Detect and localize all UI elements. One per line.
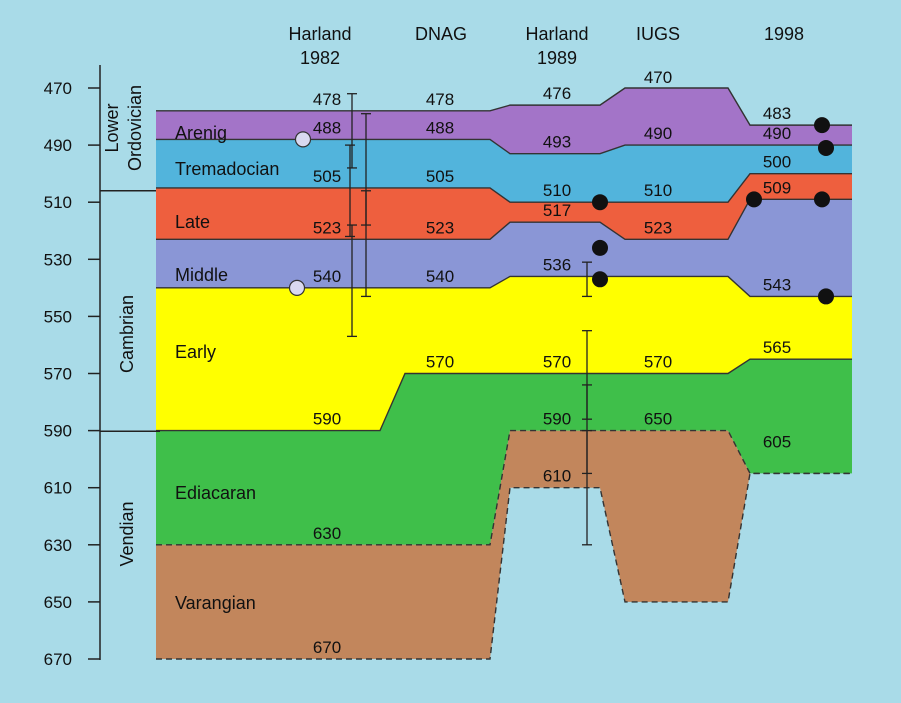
value-label-harland-1982-0: 478	[313, 90, 341, 109]
y-tick-label-550: 550	[44, 307, 72, 326]
value-label-iugs-0: 470	[644, 68, 672, 87]
value-label-iugs-5: 650	[644, 410, 672, 429]
value-label-1998-6: 605	[763, 432, 791, 451]
column-header-harland-1989-line2: 1989	[537, 48, 577, 68]
division-lower-ordovician-line2: Ordovician	[125, 85, 145, 171]
boundary-line-5	[156, 358, 852, 432]
value-label-1998-4: 543	[763, 275, 791, 294]
column-header-dnag: DNAG	[415, 24, 467, 44]
stage-label-arenig: Arenig	[175, 123, 227, 143]
open-point-0	[294, 131, 312, 148]
value-label-1998-3: 509	[763, 178, 791, 197]
value-label-1998-0: 483	[763, 104, 791, 123]
filled-point-harland-1989-0	[592, 194, 608, 211]
value-label-1998-2: 500	[763, 153, 791, 172]
filled-point-harland-1989-2	[592, 271, 608, 288]
value-label-harland-1989-0: 476	[543, 84, 571, 103]
value-label-harland-1989-4: 536	[543, 255, 571, 274]
value-label-harland-1982-7: 670	[313, 638, 341, 657]
value-label-harland-1982-1: 488	[313, 118, 341, 137]
value-label-dnag-0: 478	[426, 90, 454, 109]
y-tick-label-610: 610	[44, 479, 72, 498]
value-label-dnag-2: 505	[426, 167, 454, 186]
band-early	[156, 276, 852, 431]
boundary-line-0	[156, 87, 852, 126]
band-arenig	[156, 88, 852, 154]
filled-point-harland-1989-1	[592, 239, 608, 256]
column-header-harland-1989-line1: Harland	[525, 24, 588, 44]
value-label-harland-1989-3: 517	[543, 201, 571, 220]
filled-point-1998-1	[818, 139, 834, 156]
stage-label-varangian: Varangian	[175, 593, 256, 613]
stage-label-tremadocian: Tremadocian	[175, 159, 279, 179]
stage-label-ediacaran: Ediacaran	[175, 483, 256, 503]
column-header-harland-1982-line2: 1982	[300, 48, 340, 68]
boundary-line-7	[156, 472, 852, 660]
stage-label-middle: Middle	[175, 265, 228, 285]
band-late	[156, 173, 852, 240]
value-label-1998-5: 565	[763, 338, 791, 357]
y-tick-label-510: 510	[44, 193, 72, 212]
column-header-iugs: IUGS	[636, 24, 680, 44]
boundary-line-4	[156, 275, 852, 298]
filled-point-1998-2	[746, 191, 762, 208]
value-label-harland-1982-2: 505	[313, 167, 341, 186]
value-label-iugs-2: 510	[644, 181, 672, 200]
y-tick-label-630: 630	[44, 536, 72, 555]
value-label-harland-1982-3: 523	[313, 218, 341, 237]
column-header-1998: 1998	[764, 24, 804, 44]
division-vendian: Vendian	[117, 501, 137, 566]
y-tick-label-650: 650	[44, 593, 72, 612]
stage-label-early: Early	[175, 342, 216, 362]
filled-point-1998-3	[814, 191, 830, 208]
y-tick-label-590: 590	[44, 422, 72, 441]
open-point-1	[288, 279, 306, 296]
filled-point-1998-0	[814, 117, 830, 134]
value-label-1998-1: 490	[763, 124, 791, 143]
value-label-harland-1989-6: 590	[543, 410, 571, 429]
y-tick-label-470: 470	[44, 79, 72, 98]
value-label-dnag-3: 523	[426, 218, 454, 237]
boundary-line-3	[156, 198, 852, 241]
y-tick-label-570: 570	[44, 365, 72, 384]
value-label-iugs-3: 523	[644, 218, 672, 237]
value-label-harland-1982-5: 590	[313, 410, 341, 429]
division-cambrian: Cambrian	[117, 295, 137, 373]
value-label-harland-1982-4: 540	[313, 267, 341, 286]
band-middle	[156, 199, 852, 297]
boundary-line-2	[156, 172, 852, 203]
column-header-harland-1982-line1: Harland	[288, 24, 351, 44]
filled-point-1998-4	[818, 288, 834, 305]
band-tremadocian	[156, 139, 852, 203]
band-ediacaran	[156, 359, 852, 545]
value-label-iugs-4: 570	[644, 353, 672, 372]
stage-label-late: Late	[175, 212, 210, 232]
band-varangian	[156, 430, 852, 659]
value-label-dnag-5: 570	[426, 353, 454, 372]
division-lower-ordovician-line1: Lower	[102, 103, 122, 152]
value-label-dnag-1: 488	[426, 118, 454, 137]
value-label-harland-1989-5: 570	[543, 353, 571, 372]
y-tick-label-490: 490	[44, 136, 72, 155]
value-label-harland-1982-6: 630	[313, 524, 341, 543]
boundary-line-1	[156, 138, 852, 155]
value-label-harland-1989-1: 493	[543, 133, 571, 152]
value-label-harland-1989-2: 510	[543, 181, 571, 200]
value-label-dnag-4: 540	[426, 267, 454, 286]
boundary-line-6	[156, 429, 852, 546]
value-label-iugs-1: 490	[644, 124, 672, 143]
value-label-harland-1989-7: 610	[543, 467, 571, 486]
y-tick-label-670: 670	[44, 650, 72, 669]
y-tick-label-530: 530	[44, 250, 72, 269]
